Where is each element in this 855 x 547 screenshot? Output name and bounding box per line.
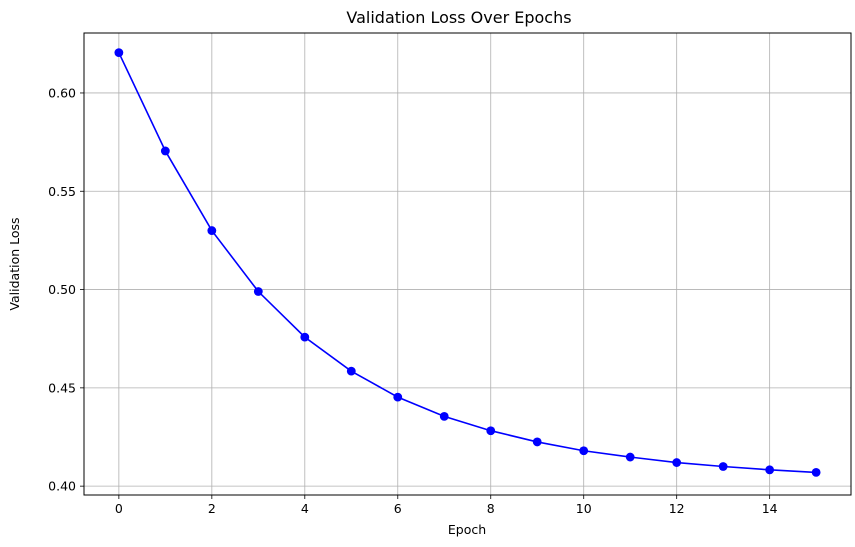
y-tick-label: 0.60 <box>48 85 76 100</box>
series-layer <box>114 48 821 477</box>
data-point <box>579 446 589 456</box>
data-point <box>532 437 542 447</box>
data-point <box>811 467 821 477</box>
data-point <box>718 462 728 471</box>
validation-loss-line <box>118 52 817 474</box>
data-point <box>486 426 496 436</box>
grid-lines <box>84 33 851 495</box>
axis-ticks: 0 2 4 6 8 10 12 14 0.40 0.45 0.50 0.55 0.60 <box>48 85 777 516</box>
data-point <box>672 458 682 467</box>
data-point <box>625 452 635 462</box>
data-point <box>346 366 356 376</box>
data-point <box>160 146 170 156</box>
x-tick-label: 12 <box>669 501 685 516</box>
data-point <box>300 332 310 342</box>
y-axis-label: Validation Loss <box>7 217 22 310</box>
data-point <box>114 48 124 58</box>
data-point <box>207 226 217 235</box>
data-point <box>765 465 775 475</box>
x-axis-label: Epoch <box>448 522 486 537</box>
x-tick-label: 2 <box>208 501 216 516</box>
data-point <box>439 411 449 421</box>
data-point <box>393 392 403 402</box>
y-tick-label: 0.40 <box>48 479 76 494</box>
x-tick-label: 4 <box>301 501 309 516</box>
x-tick-label: 0 <box>115 501 123 516</box>
x-tick-label: 10 <box>576 501 592 516</box>
x-tick-label: 6 <box>394 501 402 516</box>
y-tick-label: 0.50 <box>48 282 76 297</box>
chart-title: Validation Loss Over Epochs <box>346 8 571 27</box>
y-tick-label: 0.45 <box>48 380 76 395</box>
data-point <box>253 287 263 296</box>
plot-frame <box>83 32 852 496</box>
x-tick-label: 8 <box>487 501 495 516</box>
y-tick-label: 0.55 <box>48 184 76 199</box>
x-tick-label: 14 <box>762 501 778 516</box>
